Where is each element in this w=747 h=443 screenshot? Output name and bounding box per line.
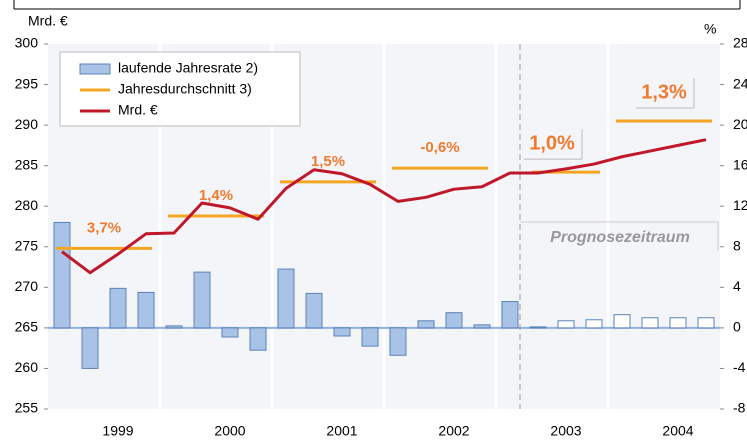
legend-label: laufende Jahresrate 2) — [118, 60, 258, 76]
y2-tick-label: -8 — [733, 400, 746, 416]
growth-label: 1,4% — [199, 187, 233, 204]
y-tick-label: 285 — [15, 156, 39, 172]
y2-axis-label: % — [704, 21, 716, 37]
growth-label: 1,3% — [641, 81, 687, 103]
x-tick-label: 1999 — [102, 423, 133, 439]
legend-symbol — [79, 63, 111, 75]
bar — [417, 320, 435, 329]
bar — [445, 312, 463, 329]
y2-tick-label: 20 — [733, 116, 747, 132]
y-tick-label: 300 — [15, 35, 39, 51]
legend-label: Jahresdurchschnitt 3) — [118, 81, 252, 97]
y2-tick-label: 16 — [733, 156, 747, 172]
bar — [249, 327, 267, 351]
y-tick-label: 265 — [15, 319, 39, 335]
bar — [613, 314, 631, 329]
bar — [193, 271, 211, 329]
bar — [361, 327, 379, 347]
x-tick-label: 2003 — [550, 423, 581, 439]
y2-tick-label: 4 — [733, 278, 741, 294]
growth-label: 1,5% — [311, 153, 345, 170]
y-tick-label: 255 — [15, 400, 39, 416]
y-tick-label: 290 — [15, 116, 39, 132]
y-tick-label: 280 — [15, 197, 39, 213]
bar — [305, 292, 323, 329]
growth-label: -0,6% — [420, 139, 459, 156]
y2-tick-label: -4 — [733, 359, 746, 375]
y-tick-label: 260 — [15, 359, 39, 375]
bar — [641, 317, 659, 329]
bar — [529, 326, 547, 329]
y-tick-label: 295 — [15, 75, 39, 91]
bar — [221, 327, 239, 338]
bar — [697, 317, 715, 329]
bar — [53, 221, 71, 329]
line-series — [61, 138, 707, 275]
bar — [585, 319, 603, 329]
forecast-label: Prognosezeitraum — [550, 229, 690, 246]
y-tick-label: 270 — [15, 278, 39, 294]
growth-label: 1,0% — [529, 132, 575, 154]
y2-tick-label: 0 — [733, 319, 741, 335]
bar — [277, 268, 295, 329]
bar — [165, 325, 183, 329]
bar — [669, 317, 687, 329]
y2-tick-label: 8 — [733, 237, 741, 253]
bar — [501, 301, 519, 329]
bar — [557, 320, 575, 329]
bar — [389, 327, 407, 356]
x-tick-label: 2000 — [214, 423, 245, 439]
bar — [333, 327, 351, 337]
bar — [109, 287, 127, 329]
x-tick-label: 2002 — [438, 423, 469, 439]
bar — [473, 324, 491, 329]
bar — [81, 327, 99, 369]
y-axis-label: Mrd. € — [28, 13, 68, 29]
growth-label: 3,7% — [87, 219, 121, 236]
y-tick-label: 275 — [15, 237, 39, 253]
y2-tick-label: 24 — [733, 75, 747, 91]
y2-tick-label: 28 — [733, 35, 747, 51]
bar — [137, 291, 155, 329]
legend-label: Mrd. € — [118, 102, 158, 118]
x-tick-label: 2004 — [662, 423, 693, 439]
x-tick-label: 2001 — [326, 423, 357, 439]
y2-tick-label: 12 — [733, 197, 747, 213]
